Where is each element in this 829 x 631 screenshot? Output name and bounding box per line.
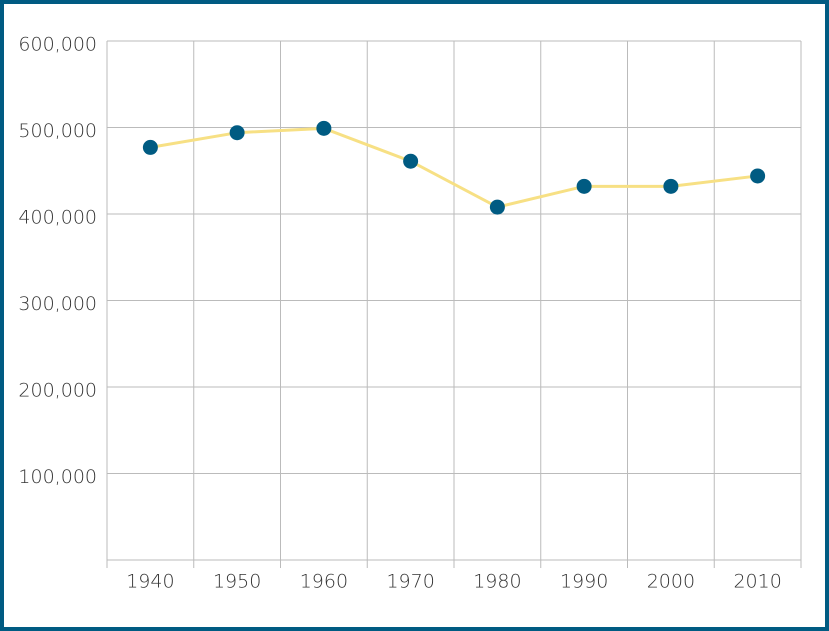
marker <box>142 139 158 155</box>
marker <box>576 178 592 194</box>
line <box>150 126 758 209</box>
y-tick-label: 200,000 <box>18 380 97 402</box>
y-tick-label: 500,000 <box>18 120 97 142</box>
marker <box>316 120 332 136</box>
marker <box>489 199 505 215</box>
x-tick-label: 1940 <box>126 571 174 593</box>
marker <box>663 178 679 194</box>
marker <box>750 168 766 184</box>
marker <box>229 125 245 141</box>
marker <box>403 153 419 169</box>
y-tick-label: 600,000 <box>18 34 97 56</box>
y-tick-label: 400,000 <box>18 207 97 229</box>
x-tick-label: 2000 <box>647 571 695 593</box>
x-tick-label: 2010 <box>733 571 781 593</box>
y-tick-label: 300,000 <box>18 293 97 315</box>
x-tick-label: 1980 <box>473 571 521 593</box>
x-tick-label: 1990 <box>560 571 608 593</box>
x-tick-label: 1950 <box>213 571 261 593</box>
x-tick-label: 1970 <box>386 571 434 593</box>
x-tick-label: 1960 <box>300 571 348 593</box>
y-tick-label: 100,000 <box>18 466 97 488</box>
